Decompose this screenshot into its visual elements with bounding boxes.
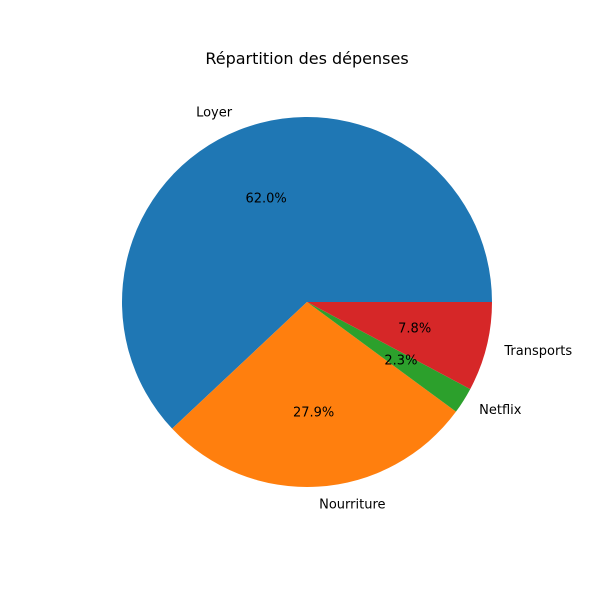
- pie-slice-loyer: [122, 117, 492, 429]
- slice-label-loyer: Loyer: [196, 105, 233, 120]
- slice-label-transports: Transports: [503, 344, 572, 359]
- percent-label-loyer: 62.0%: [245, 191, 286, 206]
- slice-label-nourriture: Nourriture: [319, 498, 385, 513]
- pie-slice-netflix: [307, 302, 471, 412]
- percent-label-transports: 7.8%: [398, 321, 431, 336]
- pie-slice-transports: [307, 302, 492, 390]
- pie-slice-nourriture: [172, 302, 456, 487]
- pie-slices: [122, 117, 492, 487]
- percent-label-netflix: 2.3%: [384, 354, 417, 369]
- percent-label-nourriture: 27.9%: [293, 405, 334, 420]
- chart-title: Répartition des dépenses: [205, 49, 408, 68]
- pie-labels: Loyer 62.0% Nourriture 27.9% Netflix 2.3% Tran…: [196, 105, 572, 512]
- slice-label-netflix: Netflix: [479, 403, 522, 418]
